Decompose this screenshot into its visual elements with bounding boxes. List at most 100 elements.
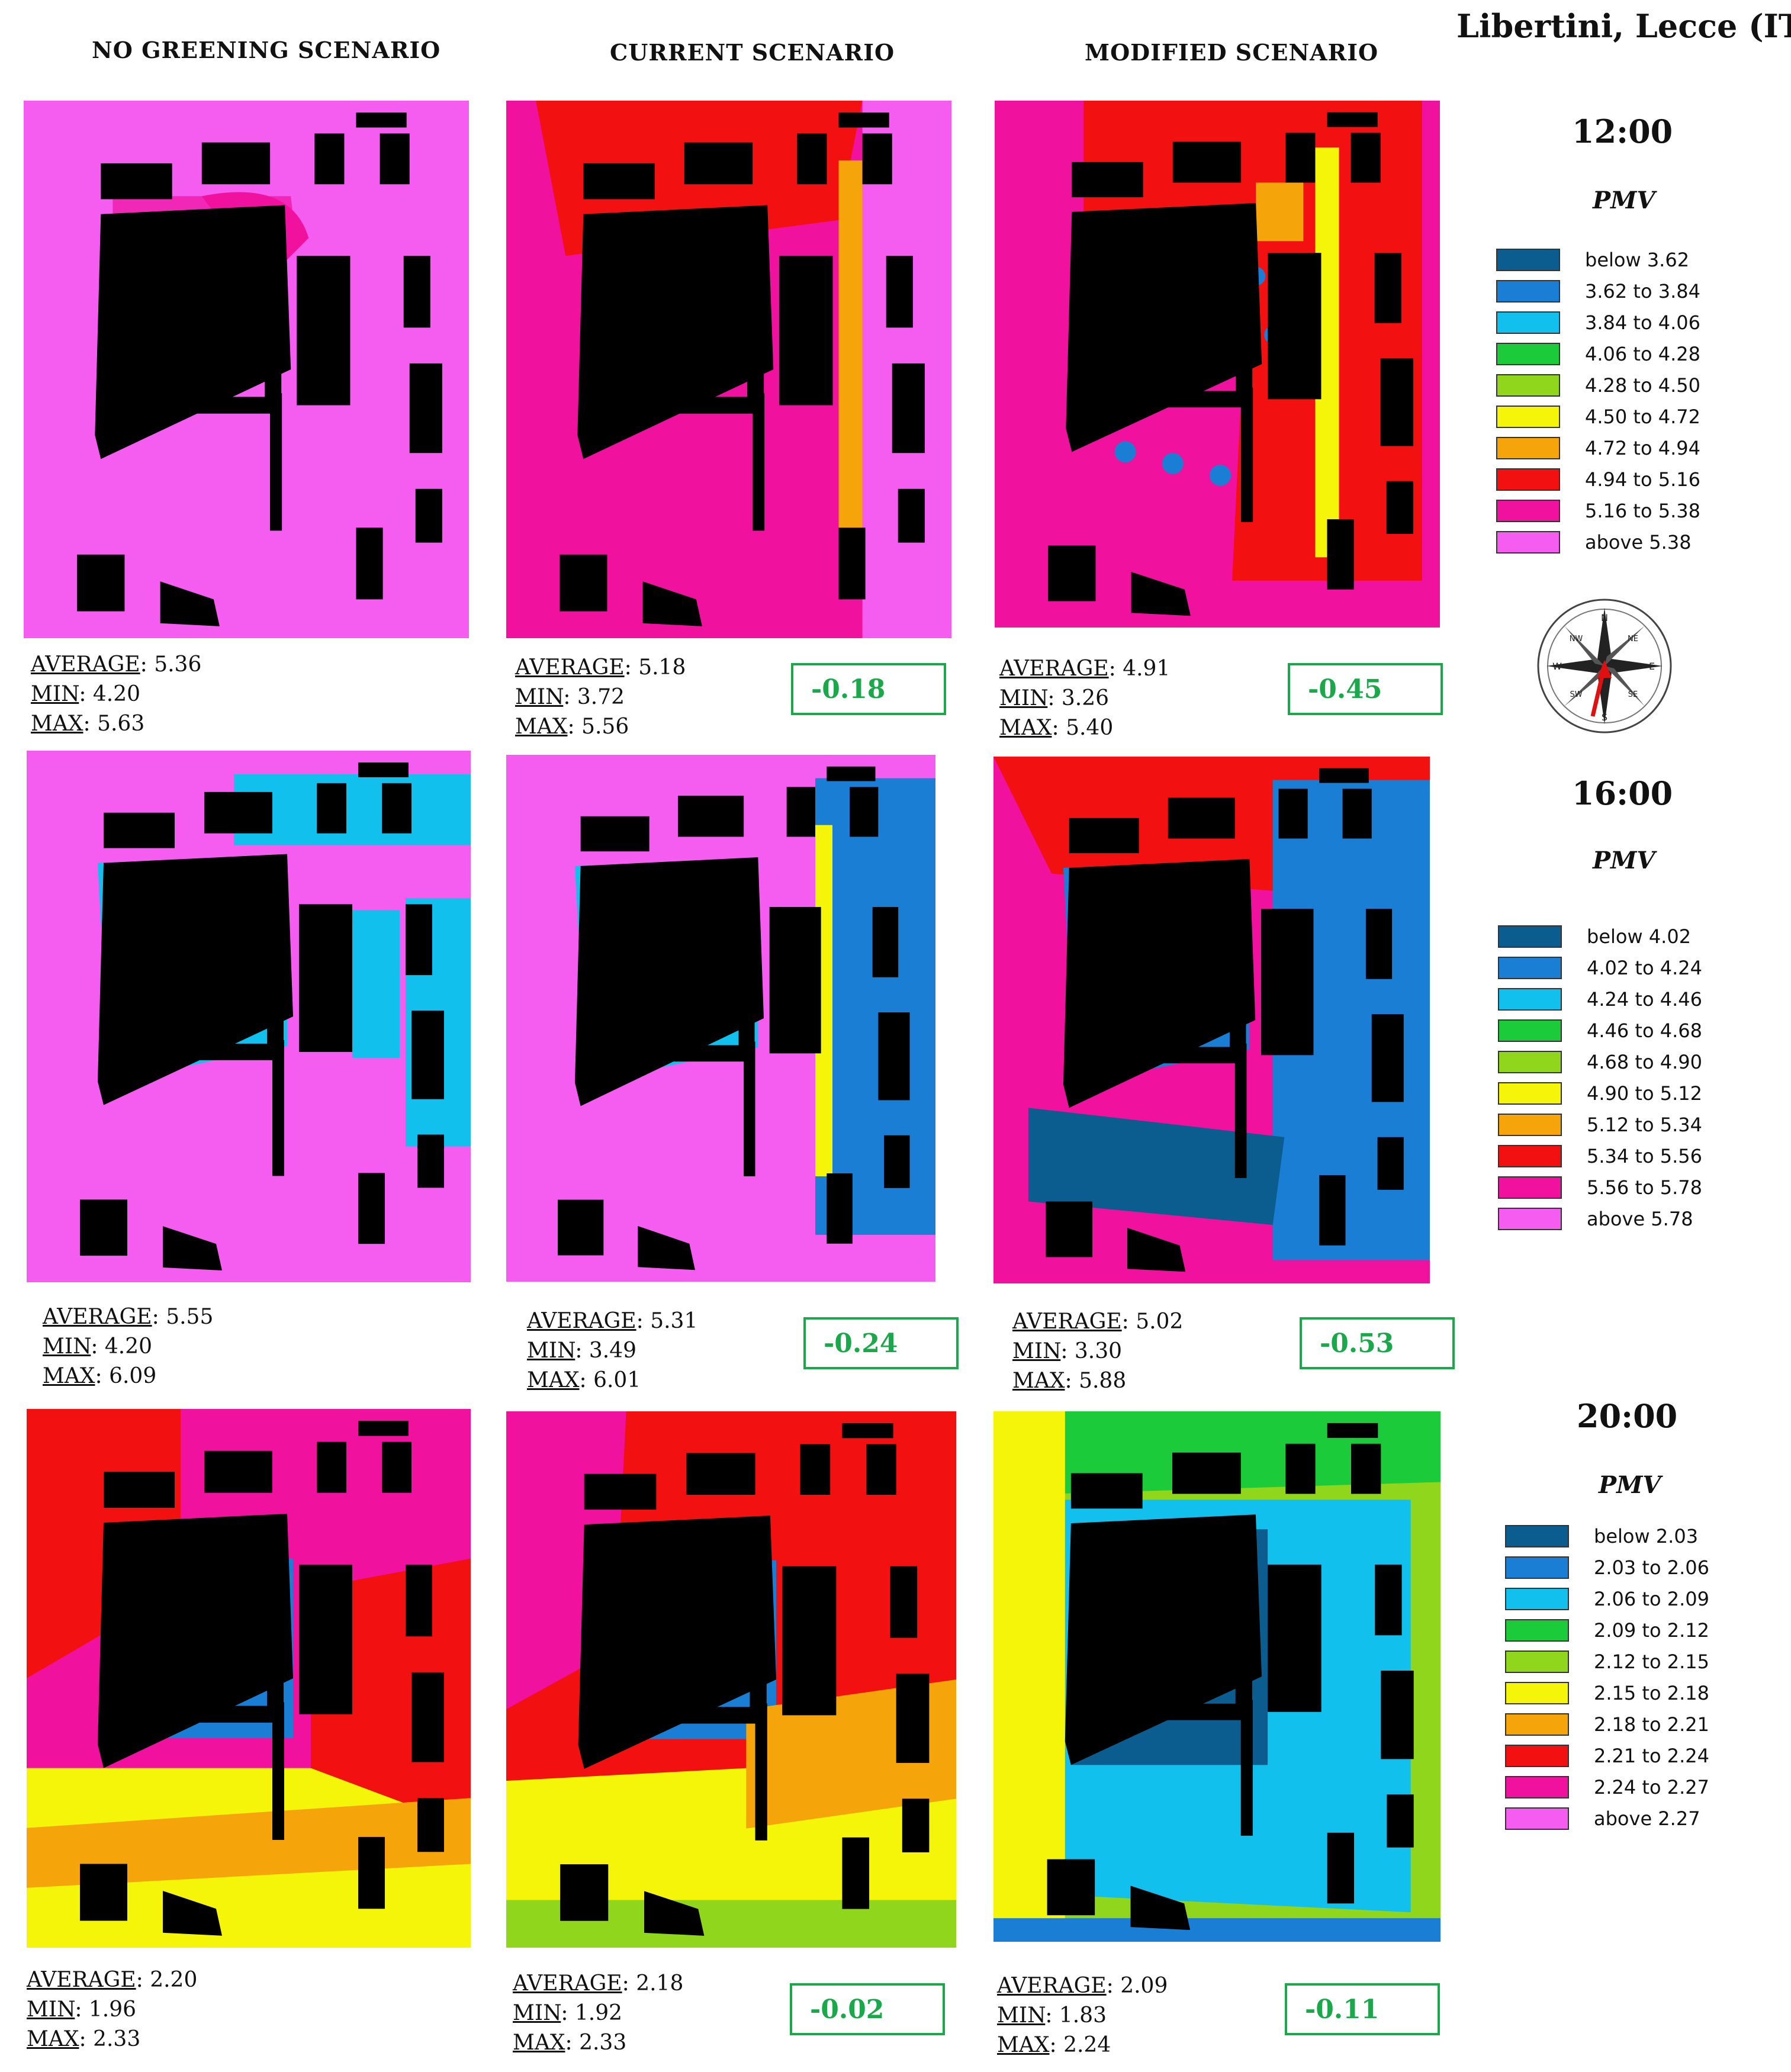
legend-label: above 5.78 (1587, 1207, 1693, 1230)
legend-swatch (1498, 1113, 1562, 1136)
legend-swatch (1505, 1775, 1569, 1798)
stats-12-modified: AVERAGE: 4.91 MIN: 3.26 MAX: 5.40 (999, 657, 1171, 740)
legend-label: 2.09 to 2.12 (1594, 1619, 1709, 1642)
legend-16: below 4.02 4.02 to 4.24 4.24 to 4.46 4.46 t… (1498, 921, 1702, 1234)
legend-item: 2.24 to 2.27 (1505, 1771, 1709, 1803)
map-12-current (506, 101, 951, 638)
legend-swatch (1496, 436, 1560, 459)
legend-label: 4.06 to 4.28 (1585, 342, 1700, 365)
map-20-current (506, 1411, 956, 1948)
legend-item: 4.94 to 5.16 (1496, 464, 1700, 495)
legend-label: 4.68 to 4.90 (1587, 1050, 1702, 1073)
legend-item: 4.46 to 4.68 (1498, 1015, 1702, 1046)
stats-12-current: AVERAGE: 5.18 MIN: 3.72 MAX: 5.56 (515, 655, 686, 739)
map-16-modified (993, 757, 1430, 1283)
legend-item: 2.15 to 2.18 (1505, 1677, 1709, 1709)
legend-label: below 2.03 (1594, 1524, 1699, 1547)
svg-text:SW: SW (1570, 690, 1582, 699)
legend-swatch (1498, 925, 1562, 948)
legend-swatch (1496, 530, 1560, 554)
legend-item: 5.56 to 5.78 (1498, 1172, 1702, 1203)
legend-item: 2.21 to 2.24 (1505, 1740, 1709, 1771)
legend-swatch (1496, 279, 1560, 303)
delta-12-current: -0.18 (791, 663, 946, 715)
map-20-no-greening (27, 1409, 471, 1948)
stats-16-no-greening: AVERAGE: 5.55 MIN: 4.20 MAX: 6.09 (43, 1305, 214, 1388)
legend-label: 2.21 to 2.24 (1594, 1744, 1709, 1767)
legend-swatch (1496, 342, 1560, 365)
svg-text:S: S (1602, 712, 1607, 723)
time-20: 20:00 (1577, 1397, 1678, 1435)
legend-label: 5.34 to 5.56 (1587, 1144, 1702, 1167)
svg-text:NE: NE (1628, 635, 1638, 644)
compass-icon: N S W E NW NE SW SE (1537, 599, 1672, 733)
stats-16-modified: AVERAGE: 5.02 MIN: 3.30 MAX: 5.88 (1012, 1310, 1184, 1393)
legend-label: 5.12 to 5.34 (1587, 1113, 1702, 1136)
legend-label: 2.24 to 2.27 (1594, 1775, 1709, 1798)
legend-swatch (1505, 1587, 1569, 1610)
legend-item: below 2.03 (1505, 1520, 1709, 1552)
legend-swatch (1505, 1744, 1569, 1767)
location-title: Libertini, Lecce (IT) (1456, 7, 1791, 45)
legend-item: 4.90 to 5.12 (1498, 1077, 1702, 1109)
legend-swatch (1505, 1650, 1569, 1673)
legend-item: 4.24 to 4.46 (1498, 983, 1702, 1015)
header-current: CURRENT SCENARIO (610, 39, 895, 66)
legend-label: 2.06 to 2.09 (1594, 1587, 1709, 1610)
legend-label: 4.24 to 4.46 (1587, 987, 1702, 1011)
legend-label: 2.12 to 2.15 (1594, 1650, 1709, 1673)
stats-12-no-greening: AVERAGE: 5.36 MIN: 4.20 MAX: 5.63 (31, 652, 202, 736)
header-no-greening: NO GREENING SCENARIO (92, 37, 441, 63)
delta-16-current: -0.24 (803, 1317, 959, 1369)
map-12-modified (995, 101, 1440, 628)
legend-12: below 3.62 3.62 to 3.84 3.84 to 4.06 4.06 t… (1496, 244, 1700, 558)
legend-swatch (1505, 1556, 1569, 1579)
legend-label: 4.50 to 4.72 (1585, 405, 1700, 428)
legend-label: 4.02 to 4.24 (1587, 956, 1702, 979)
legend-swatch (1496, 248, 1560, 271)
legend-label: 3.84 to 4.06 (1585, 311, 1700, 334)
metric-16: PMV (1593, 847, 1655, 874)
metric-20: PMV (1599, 1471, 1661, 1499)
legend-swatch (1498, 956, 1562, 979)
legend-item: above 5.38 (1496, 526, 1700, 558)
legend-swatch (1498, 1050, 1562, 1073)
legend-swatch (1498, 1176, 1562, 1199)
legend-swatch (1496, 374, 1560, 397)
map-16-no-greening (27, 751, 471, 1282)
legend-20: below 2.03 2.03 to 2.06 2.06 to 2.09 2.09 t… (1505, 1520, 1709, 1834)
legend-label: 4.90 to 5.12 (1587, 1082, 1702, 1105)
metric-12: PMV (1593, 186, 1655, 214)
legend-swatch (1498, 1207, 1562, 1230)
legend-swatch (1498, 987, 1562, 1011)
svg-text:E: E (1649, 661, 1655, 672)
legend-item: 2.06 to 2.09 (1505, 1583, 1709, 1614)
legend-swatch (1498, 1082, 1562, 1105)
stats-20-modified: AVERAGE: 2.09 MIN: 1.83 MAX: 2.24 (997, 1974, 1168, 2057)
legend-label: above 2.27 (1594, 1807, 1700, 1830)
legend-swatch (1496, 311, 1560, 334)
legend-item: 5.34 to 5.56 (1498, 1140, 1702, 1172)
legend-item: 4.28 to 4.50 (1496, 369, 1700, 401)
legend-label: above 5.38 (1585, 530, 1692, 554)
legend-label: 5.16 to 5.38 (1585, 499, 1700, 522)
legend-swatch (1505, 1619, 1569, 1642)
legend-item: 2.12 to 2.15 (1505, 1646, 1709, 1677)
legend-item: 3.62 to 3.84 (1496, 275, 1700, 307)
legend-label: 3.62 to 3.84 (1585, 279, 1700, 303)
legend-label: 4.72 to 4.94 (1585, 436, 1700, 459)
legend-item: 5.12 to 5.34 (1498, 1109, 1702, 1140)
legend-item: 2.18 to 2.21 (1505, 1709, 1709, 1740)
legend-swatch (1505, 1713, 1569, 1736)
legend-label: 4.28 to 4.50 (1585, 374, 1700, 397)
legend-label: 5.56 to 5.78 (1587, 1176, 1702, 1199)
delta-12-modified: -0.45 (1288, 663, 1443, 715)
legend-swatch (1496, 468, 1560, 491)
legend-item: below 4.02 (1498, 921, 1702, 952)
stats-16-current: AVERAGE: 5.31 MIN: 3.49 MAX: 6.01 (527, 1309, 698, 1392)
legend-item: 2.03 to 2.06 (1505, 1552, 1709, 1583)
legend-label: 2.03 to 2.06 (1594, 1556, 1709, 1579)
svg-text:N: N (1601, 612, 1608, 623)
svg-text:W: W (1552, 661, 1562, 672)
legend-label: 4.46 to 4.68 (1587, 1019, 1702, 1042)
